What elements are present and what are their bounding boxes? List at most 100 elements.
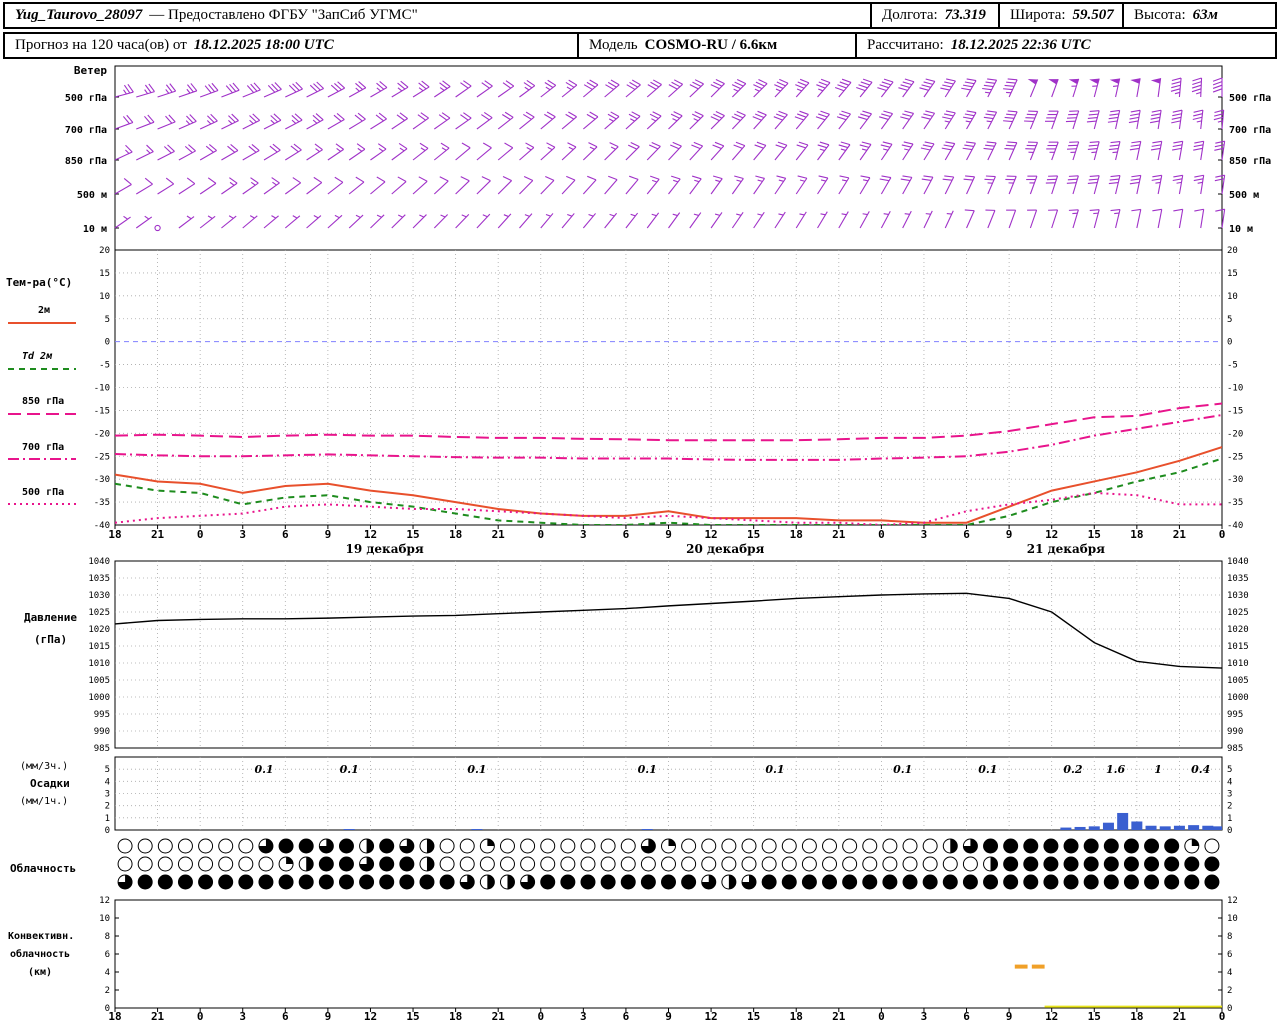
cloud-symbol [862, 838, 878, 854]
svg-text:Осадки: Осадки [30, 777, 70, 790]
cloud-symbol [520, 856, 536, 872]
latitude-value: 59.507 [1072, 7, 1114, 23]
svg-text:700 гПа: 700 гПа [65, 125, 107, 136]
cloud-symbol [902, 838, 918, 854]
forecast-label: Прогноз на 120 часа(ов) от [15, 37, 187, 53]
svg-text:5: 5 [1227, 315, 1232, 325]
cloud-symbol [781, 856, 797, 872]
cloud-symbol [137, 838, 153, 854]
svg-text:2: 2 [105, 986, 110, 996]
cloud-symbol [137, 874, 153, 890]
svg-text:850 гПа: 850 гПа [65, 156, 107, 167]
svg-text:-30: -30 [94, 475, 110, 485]
svg-text:-15: -15 [1227, 406, 1243, 416]
svg-text:500 м: 500 м [1229, 190, 1259, 201]
cloud-symbol [1123, 856, 1139, 872]
cloud-symbol [640, 856, 656, 872]
cloud-symbol [721, 856, 737, 872]
cloud-symbol [399, 856, 415, 872]
altitude-value: 63м [1192, 7, 1218, 23]
svg-text:1005: 1005 [1227, 676, 1249, 686]
cloud-symbol [560, 856, 576, 872]
svg-text:1005: 1005 [88, 676, 110, 686]
longitude-value: 73.319 [944, 7, 986, 23]
calculated-time: 18.12.2025 22:36 UTC [950, 37, 1091, 53]
cloud-symbol [1123, 874, 1139, 890]
cloud-symbol [942, 874, 958, 890]
cloud-symbol [761, 874, 777, 890]
cloud-symbol [801, 838, 817, 854]
cloud-symbol [157, 856, 173, 872]
cloud-symbol [157, 838, 173, 854]
svg-text:Td 2м: Td 2м [22, 351, 53, 362]
cloud-symbol [640, 874, 656, 890]
svg-text:6: 6 [623, 528, 630, 541]
cloud-symbol [499, 856, 515, 872]
svg-text:-35: -35 [1227, 498, 1243, 508]
precip-bar [471, 829, 483, 830]
svg-text:Ветер: Ветер [74, 64, 107, 77]
svg-text:6: 6 [105, 950, 110, 960]
cloud-symbol [1144, 838, 1160, 854]
svg-text:3: 3 [239, 528, 246, 541]
latitude-segment: Широта: 59.507 [998, 4, 1122, 27]
cloud-symbol [822, 838, 838, 854]
cloud-symbol [218, 856, 234, 872]
svg-text:500 гПа: 500 гПа [1229, 93, 1271, 104]
precip-bar [1173, 825, 1185, 830]
header-row-forecast: Прогноз на 120 часа(ов) от 18.12.2025 18… [3, 32, 1277, 59]
cloud-symbol [842, 838, 858, 854]
svg-text:10 м: 10 м [83, 224, 107, 235]
svg-text:Облачность: Облачность [10, 862, 76, 875]
precip-bar [641, 829, 653, 830]
precip-bar [1060, 827, 1072, 830]
cloud-symbol [419, 874, 435, 890]
cloud-symbol [1023, 838, 1039, 854]
cloud-symbol [962, 856, 978, 872]
cloud-symbol [902, 874, 918, 890]
cloud-symbol [842, 874, 858, 890]
cloud-symbol [1164, 874, 1180, 890]
cloud-symbol [439, 838, 455, 854]
svg-text:5: 5 [1227, 765, 1232, 775]
precip-bar [1074, 826, 1086, 830]
cloud-symbol [399, 874, 415, 890]
precip-bar [1131, 821, 1143, 830]
forecast-segment: Прогноз на 120 часа(ов) от 18.12.2025 18… [5, 34, 577, 57]
svg-text:15: 15 [406, 1010, 419, 1023]
temperature-lines [115, 402, 1222, 525]
cloud-symbol [661, 874, 676, 890]
cloud-symbol [1144, 856, 1160, 872]
cloud-symbol [198, 874, 214, 890]
svg-text:18: 18 [449, 528, 462, 541]
cloud-symbol [459, 856, 475, 872]
svg-text:0: 0 [197, 1010, 204, 1023]
cloud-symbol [1023, 856, 1039, 872]
svg-text:15: 15 [99, 269, 110, 279]
svg-text:2: 2 [1227, 986, 1232, 996]
cloud-symbol [701, 856, 717, 872]
cloud-symbol [620, 874, 636, 890]
svg-text:4: 4 [1227, 968, 1232, 978]
svg-text:850 гПа: 850 гПа [22, 396, 64, 407]
cloud-symbol [681, 874, 697, 890]
svg-text:1015: 1015 [1227, 642, 1249, 652]
svg-text:12: 12 [704, 528, 717, 541]
svg-text:1.6: 1.6 [1106, 763, 1125, 776]
svg-text:1020: 1020 [1227, 625, 1249, 635]
svg-text:20: 20 [99, 246, 110, 256]
altitude-segment: Высота: 63м [1122, 4, 1275, 27]
cloud-symbol [1023, 874, 1039, 890]
cloud-symbol [117, 838, 133, 854]
svg-text:-10: -10 [94, 384, 110, 394]
svg-text:0: 0 [1227, 338, 1232, 348]
cloud-symbol [177, 856, 193, 872]
svg-text:0: 0 [105, 826, 110, 836]
svg-text:3: 3 [580, 1010, 587, 1023]
cloud-symbol [1083, 856, 1099, 872]
svg-text:18: 18 [108, 528, 121, 541]
svg-text:15: 15 [406, 528, 419, 541]
svg-text:9: 9 [665, 528, 672, 541]
svg-text:0: 0 [1219, 1010, 1226, 1023]
